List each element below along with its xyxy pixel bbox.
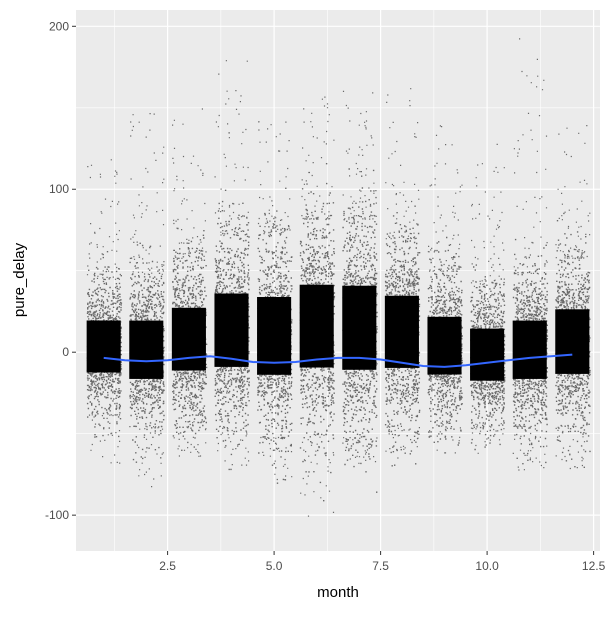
y-tick-label: 0 [62, 345, 69, 359]
jittered-points [86, 38, 591, 517]
x-tick-label: 7.5 [372, 559, 389, 573]
y-axis-title: pure_delay [11, 242, 28, 317]
major-gridlines [76, 10, 600, 551]
month-point-band [555, 309, 590, 374]
y-tick-label: 200 [49, 19, 69, 33]
month-point-band [129, 320, 164, 379]
x-axis-title: month [317, 584, 359, 601]
y-tick-label: -100 [45, 508, 69, 522]
x-tick-label: 2.5 [159, 559, 176, 573]
x-tick-label: 10.0 [475, 559, 499, 573]
month-point-band [512, 320, 547, 379]
month-point-band [86, 320, 121, 373]
month-point-band [342, 285, 377, 370]
month-point-band [214, 293, 249, 367]
month-point-band [384, 295, 419, 368]
smooth-trend-line [103, 353, 573, 368]
x-tick-label: 5.0 [266, 559, 283, 573]
x-axis-ticks: 2.5 5.0 7.5 10.0 12.5 [159, 551, 606, 573]
y-tick-label: 100 [49, 182, 69, 196]
y-axis-ticks: -100 0 100 200 [45, 19, 76, 522]
x-tick-label: 12.5 [582, 559, 606, 573]
month-point-band [470, 328, 505, 381]
plot-clip-group [86, 38, 591, 517]
plot-panel [76, 10, 600, 551]
month-point-band [299, 284, 334, 368]
month-point-band [427, 316, 462, 375]
month-point-band [171, 307, 206, 371]
